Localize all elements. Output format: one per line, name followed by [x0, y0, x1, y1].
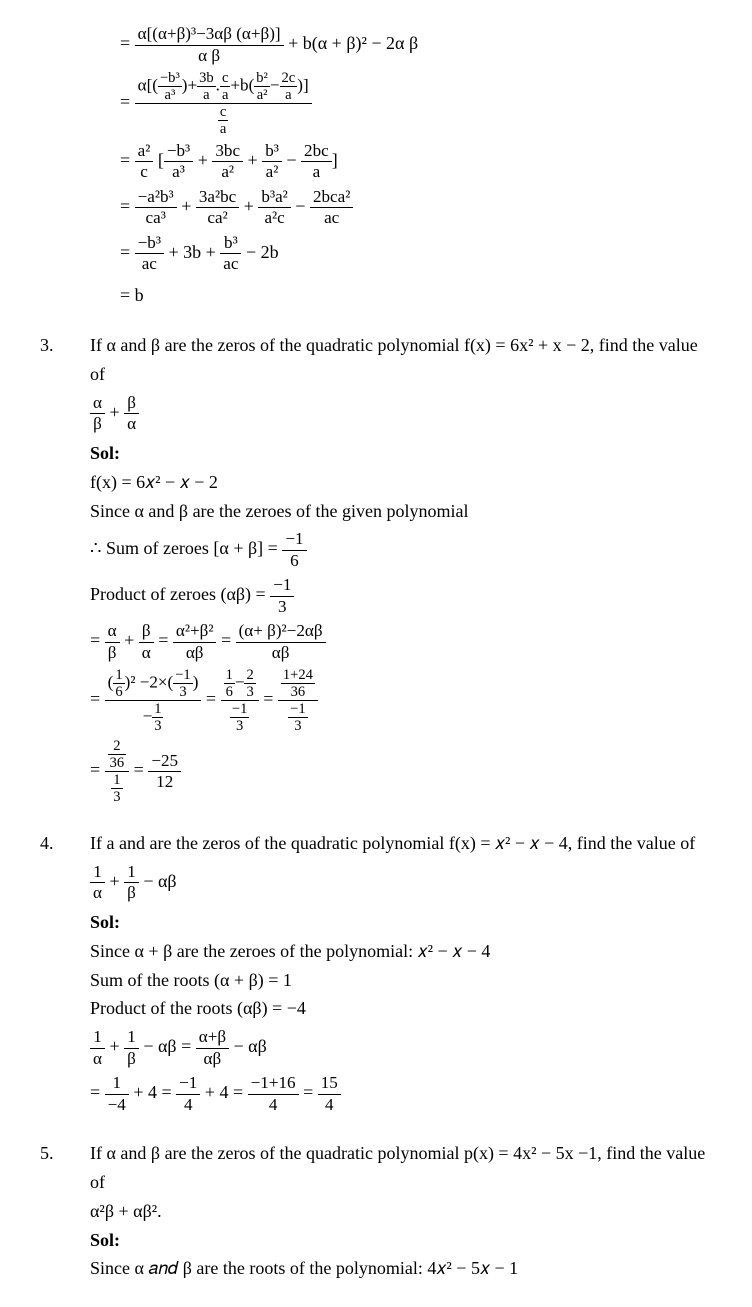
eq-sign: =: [120, 242, 130, 262]
eq-text: + 3b +: [168, 242, 215, 262]
problem-3: 3. If α and β are the zeros of the quadr…: [40, 331, 712, 809]
denominator: α β: [135, 46, 284, 67]
denominator: 3: [270, 597, 294, 618]
sol-line: Product of the roots (αβ) = −4: [90, 994, 712, 1023]
eq-sign: =: [120, 33, 130, 53]
equation-block-1: = α[(α+β)³−3αβ (α+β)]α β + b(α + β)² − 2…: [120, 24, 712, 311]
numerator: α[(−b³a³)+3ba.ca+b(b²a²−2ca)]: [135, 70, 312, 104]
sol-label: Sol:: [90, 1226, 712, 1255]
question-expr: α²β + αβ².: [90, 1197, 712, 1226]
sol-line: Product of zeroes (αβ) = −13: [90, 575, 712, 617]
sol-line: Since α + β are the zeroes of the polyno…: [90, 937, 712, 966]
numerator: 15: [318, 1073, 341, 1095]
sol-line: Since α and β are the zeroes of the give…: [90, 497, 712, 526]
problem-number: 4.: [40, 829, 90, 1119]
sol-line: 1α + 1β − αβ = α+βαβ − αβ: [90, 1027, 712, 1069]
numerator: b³: [220, 233, 241, 255]
numerator: −25: [148, 751, 181, 773]
eq-line4: = −a²b³ca³ + 3a²bcca² + b³a²a²c − 2bca²a…: [120, 187, 712, 229]
question-text: If a and are the zeros of the quadratic …: [90, 829, 712, 858]
numerator: −b³: [135, 233, 164, 255]
eq-line6: = b: [120, 279, 712, 311]
eq-text: − 2b: [246, 242, 279, 262]
eq-right: + b(α + β)² − 2α β: [288, 33, 418, 53]
sol-line: = αβ + βα = α²+β²αβ = (α+ β)²−2αβαβ: [90, 621, 712, 663]
eq-sign: =: [120, 196, 130, 216]
problem-4: 4. If a and are the zeros of the quadrat…: [40, 829, 712, 1119]
sol-line: ∴ Sum of zeroes [α + β] = −16: [90, 529, 712, 571]
eq-line5: = −b³ac + 3b + b³ac − 2b: [120, 233, 712, 275]
sol-line: Since α 𝑎𝑛𝑑 β are the roots of the polyn…: [90, 1254, 712, 1283]
eq-line1: = α[(α+β)³−3αβ (α+β)]α β + b(α + β)² − 2…: [120, 24, 712, 66]
denominator: 6: [282, 551, 306, 572]
problem-5: 5. If α and β are the zeros of the quadr…: [40, 1139, 712, 1283]
sol-line: = 1−4 + 4 = −14 + 4 = −1+164 = 154: [90, 1073, 712, 1115]
problem-content: If α and β are the zeros of the quadrati…: [90, 331, 712, 809]
problem-content: If α and β are the zeros of the quadrati…: [90, 1139, 712, 1283]
sol-text: ∴ Sum of zeroes [α + β] =: [90, 538, 278, 558]
denominator: 4: [318, 1095, 341, 1116]
denominator: ca: [135, 104, 312, 137]
sol-text: Product of zeroes (αβ) =: [90, 584, 266, 604]
question-expr: 1α + 1β − αβ: [90, 862, 712, 904]
denominator: ac: [220, 254, 241, 275]
eq-sign: =: [120, 92, 130, 112]
sol-line: = 23613 = −2512: [90, 738, 712, 805]
numerator: −1: [270, 575, 294, 597]
question-text: If α and β are the zeros of the quadrati…: [90, 331, 712, 389]
numerator: α[(α+β)³−3αβ (α+β)]: [135, 24, 284, 46]
sol-line: f(x) = 6𝑥² − 𝑥 − 2: [90, 468, 712, 497]
problem-number: 5.: [40, 1139, 90, 1283]
eq-sign: =: [120, 150, 130, 170]
eq-line2: = α[(−b³a³)+3ba.ca+b(b²a²−2ca)] ca: [120, 70, 712, 137]
denominator: 12: [148, 772, 181, 793]
sol-line: = (16)² −2×(−13)−13 = 16−23−13 = 1+2436−…: [90, 667, 712, 734]
sol-line: Sum of the roots (α + β) = 1: [90, 966, 712, 995]
problem-content: If a and are the zeros of the quadratic …: [90, 829, 712, 1119]
problem-number: 3.: [40, 331, 90, 809]
question-text: If α and β are the zeros of the quadrati…: [90, 1139, 712, 1197]
denominator: ac: [135, 254, 164, 275]
sol-label: Sol:: [90, 439, 712, 468]
sol-label: Sol:: [90, 908, 712, 937]
numerator: −1: [282, 529, 306, 551]
eq-line3: = a²c [−b³a³ + 3bca² + b³a² − 2bca]: [120, 141, 712, 183]
question-expr: αβ + βα: [90, 393, 712, 435]
